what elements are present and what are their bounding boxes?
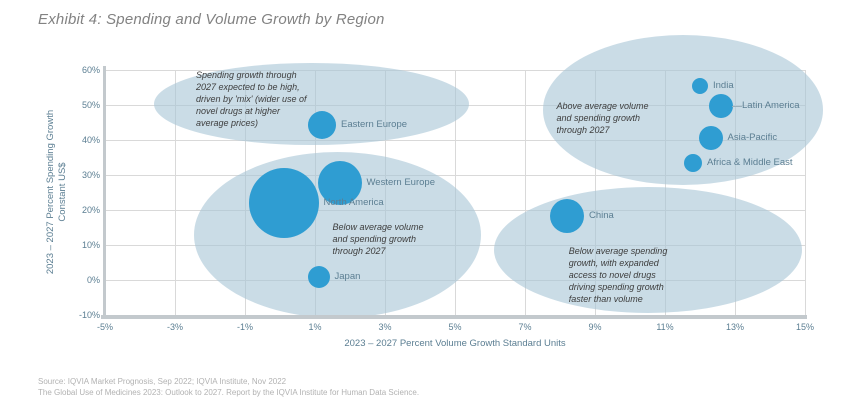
x-tick-label: -1%: [236, 322, 253, 332]
bubble-label-africa-middle-east: Africa & Middle East: [707, 157, 793, 169]
annotation-line: and spending growth: [556, 113, 641, 124]
bubble-africa-middle-east: [684, 154, 702, 173]
annotation-line: Spending growth through: [196, 69, 297, 80]
annotation-line: driven by 'mix' (wider use of: [196, 93, 307, 104]
v-gridline: [175, 70, 176, 315]
y-tick-label: 40%: [81, 135, 100, 145]
source-note-line2: The Global Use of Medicines 2023: Outloo…: [38, 387, 420, 397]
bubble-western-europe: [317, 161, 362, 206]
y-tick-label: 0%: [86, 275, 100, 285]
annotation-line: Below average spending: [568, 246, 668, 256]
bubble-label-western-europe: Western Europe: [366, 177, 435, 189]
x-tick-label: 7%: [518, 322, 532, 332]
y-tick-label: 20%: [81, 205, 100, 215]
x-tick-label: 9%: [588, 322, 602, 332]
v-gridline: [525, 70, 526, 315]
y-tick-label: -10%: [78, 310, 100, 320]
y-axis-line: [103, 66, 106, 319]
cluster-annotation-1: Spending growth through 2027 expected to …: [196, 69, 306, 129]
x-tick-label: 15%: [795, 322, 814, 332]
source-note: Source: IQVIA Market Prognosis, Sep 2022…: [38, 377, 419, 398]
annotation-line: faster than volume: [568, 294, 643, 304]
source-note-line1: Source: IQVIA Market Prognosis, Sep 2022…: [38, 377, 287, 386]
cluster-annotation-4: Below average spending growth, with expan…: [569, 245, 668, 305]
bubble-asia-pacific: [698, 125, 723, 150]
annotation-line: through 2027: [332, 246, 386, 257]
bubble-eastern-europe: [308, 110, 336, 139]
x-tick-label: 3%: [378, 322, 392, 332]
x-tick-label: -3%: [166, 322, 183, 332]
bubble-label-china: China: [589, 209, 614, 221]
label-leader-line: [732, 106, 742, 108]
x-tick-label: 5%: [448, 322, 462, 332]
annotation-line: access to novel drugs: [568, 270, 656, 280]
x-axis-line: [101, 315, 807, 319]
v-gridline: [805, 70, 806, 315]
annotation-line: Below average volume: [332, 222, 424, 233]
v-gridline: [735, 70, 736, 315]
annotation-line: growth, with expanded: [568, 258, 659, 268]
x-tick-label: -5%: [96, 322, 113, 332]
cluster-annotation-2: Above average volume and spending growth t…: [557, 100, 649, 136]
y-tick-label: 10%: [81, 240, 100, 250]
annotation-line: and spending growth: [332, 234, 417, 245]
bubble-label-asia-pacific: Asia-Pacific: [727, 131, 778, 143]
above-average-growth-cluster: [542, 35, 823, 185]
bubble-india: [692, 78, 708, 95]
bubble-label-eastern-europe: Eastern Europe: [341, 118, 408, 130]
annotation-line: through 2027: [556, 125, 610, 136]
y-tick-label: 50%: [81, 100, 100, 110]
bubble-label-north-america: North America: [323, 197, 384, 208]
page-title: Exhibit 4: Spending and Volume Growth by…: [38, 11, 385, 28]
bubble-latin-america: [709, 94, 733, 119]
annotation-line: average prices): [196, 117, 259, 128]
bubble-label-japan: Japan: [334, 270, 361, 282]
bubble-china: [550, 198, 584, 233]
bubble-north-america: [248, 168, 319, 238]
x-axis-title: 2023 – 2027 Percent Volume Growth Standa…: [344, 338, 566, 349]
china-cluster: [493, 186, 802, 313]
y-tick-label: 60%: [81, 65, 100, 75]
annotation-line: Above average volume: [556, 101, 649, 112]
annotation-line: 2027 expected to be high,: [196, 81, 300, 92]
x-tick-label: 11%: [656, 322, 674, 332]
bubble-label-india: India: [713, 80, 734, 92]
cluster-annotation-3: Below average volume and spending growth t…: [333, 221, 424, 257]
annotation-line: driving spending growth: [568, 282, 664, 292]
bubble-label-latin-america: Latin America: [742, 100, 800, 112]
bubble-japan: [307, 265, 330, 288]
x-tick-label: 13%: [725, 322, 744, 332]
x-tick-label: 1%: [308, 322, 322, 332]
annotation-line: novel drugs at higher: [196, 105, 281, 116]
y-tick-label: 30%: [81, 170, 100, 180]
